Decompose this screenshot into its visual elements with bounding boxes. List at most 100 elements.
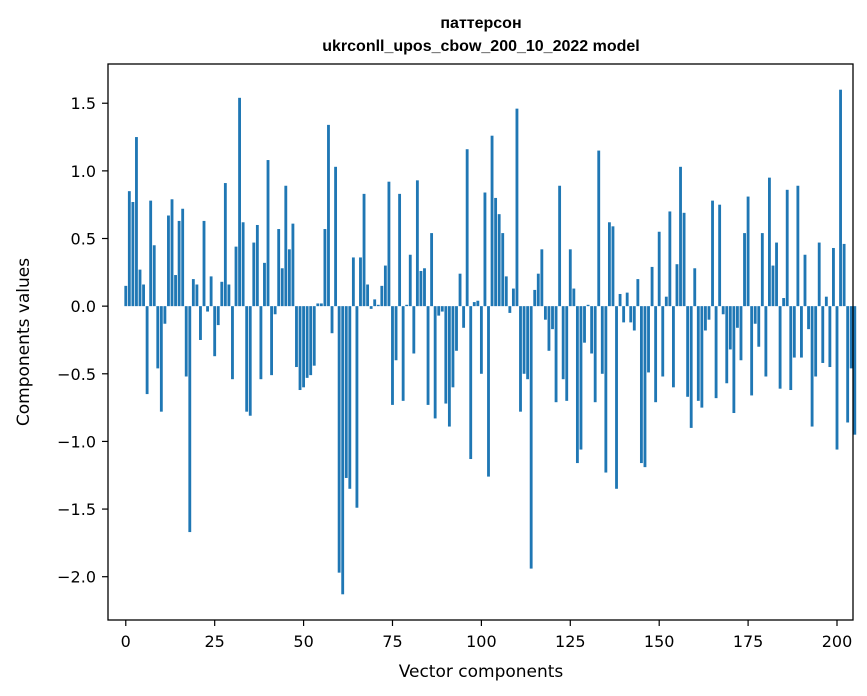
bar-128 <box>579 306 583 450</box>
bar-100 <box>479 306 483 374</box>
bar-166 <box>714 306 718 399</box>
bar-92 <box>451 306 455 388</box>
x-tick-label: 175 <box>733 632 764 651</box>
bar-139 <box>618 293 622 307</box>
bar-104 <box>494 197 498 307</box>
bar-138 <box>615 306 618 489</box>
y-tick-label: 1.0 <box>71 162 96 181</box>
bar-200 <box>835 306 839 450</box>
bar-190 <box>800 306 803 358</box>
bar-48 <box>295 306 298 368</box>
bar-25 <box>213 306 217 357</box>
bar-21 <box>199 306 202 340</box>
bar-82 <box>415 180 419 307</box>
bar-83 <box>419 270 423 307</box>
bar-94 <box>458 273 462 307</box>
bar-105 <box>497 214 501 307</box>
bar-63 <box>348 306 352 489</box>
bar-192 <box>807 306 810 330</box>
bar-95 <box>462 306 466 328</box>
bar-23 <box>206 306 209 312</box>
bar-135 <box>604 306 608 473</box>
bar-73 <box>383 265 387 307</box>
bar-84 <box>423 268 426 307</box>
x-tick-label: 200 <box>822 632 853 651</box>
bar-204 <box>849 306 853 369</box>
bar-126 <box>572 288 576 307</box>
bar-149 <box>654 306 658 403</box>
bar-10 <box>159 306 163 412</box>
bar-32 <box>238 97 241 307</box>
bar-87 <box>433 306 437 419</box>
bar-108 <box>508 306 512 313</box>
bar-0 <box>124 285 128 307</box>
bar-137 <box>611 226 615 307</box>
bar-184 <box>778 306 782 389</box>
bar-197 <box>824 296 828 307</box>
x-tick-label: 50 <box>293 632 313 651</box>
y-tick-label: 0.5 <box>71 230 96 249</box>
bar-91 <box>447 306 451 427</box>
bar-118 <box>543 306 547 320</box>
bar-69 <box>369 306 373 309</box>
bar-33 <box>241 222 245 307</box>
bar-86 <box>430 233 434 307</box>
bar-81 <box>412 306 416 354</box>
bar-61 <box>341 306 345 595</box>
bar-131 <box>590 306 594 354</box>
bar-196 <box>821 306 825 363</box>
bar-106 <box>501 233 505 307</box>
bar-156 <box>679 166 682 307</box>
bar-18 <box>188 306 192 533</box>
bar-47 <box>291 223 295 307</box>
x-axis-label: Vector components <box>399 662 564 682</box>
bar-93 <box>455 306 458 351</box>
bar-119 <box>547 306 551 351</box>
bar-1 <box>127 191 131 307</box>
bar-188 <box>792 306 796 358</box>
bar-163 <box>704 306 707 331</box>
x-tick-label: 25 <box>205 632 225 651</box>
x-tick-label: 100 <box>466 632 497 651</box>
bar-42 <box>273 306 277 315</box>
bar-16 <box>181 208 185 307</box>
bar-43 <box>277 229 281 307</box>
bar-50 <box>302 306 305 388</box>
bar-169 <box>725 306 729 384</box>
bar-46 <box>287 249 291 307</box>
bar-59 <box>334 166 338 307</box>
bar-205 <box>853 306 857 435</box>
bar-38 <box>259 306 263 380</box>
bar-90 <box>444 306 448 404</box>
bar-72 <box>380 285 384 307</box>
bar-191 <box>803 254 807 307</box>
bar-35 <box>248 306 252 416</box>
bar-136 <box>607 222 611 307</box>
bar-134 <box>600 306 604 374</box>
bar-103 <box>490 135 494 307</box>
bar-111 <box>519 306 522 412</box>
bar-160 <box>693 268 697 307</box>
bar-186 <box>785 189 789 307</box>
bar-158 <box>686 306 690 397</box>
bar-3 <box>135 137 138 307</box>
bar-75 <box>391 306 394 405</box>
bar-194 <box>814 306 818 377</box>
bar-55 <box>319 303 323 307</box>
bar-167 <box>718 204 722 307</box>
bar-198 <box>828 306 832 368</box>
bar-39 <box>263 262 266 307</box>
bar-144 <box>636 279 640 307</box>
bar-203 <box>846 306 850 423</box>
bar-70 <box>373 299 377 307</box>
bar-168 <box>721 306 725 315</box>
bar-202 <box>842 243 846 307</box>
bar-143 <box>632 306 636 331</box>
bar-178 <box>757 306 761 347</box>
x-tick-label: 0 <box>121 632 131 651</box>
bar-124 <box>565 306 569 401</box>
bar-60 <box>337 306 341 573</box>
bar-series <box>124 89 857 595</box>
bar-14 <box>174 275 177 307</box>
